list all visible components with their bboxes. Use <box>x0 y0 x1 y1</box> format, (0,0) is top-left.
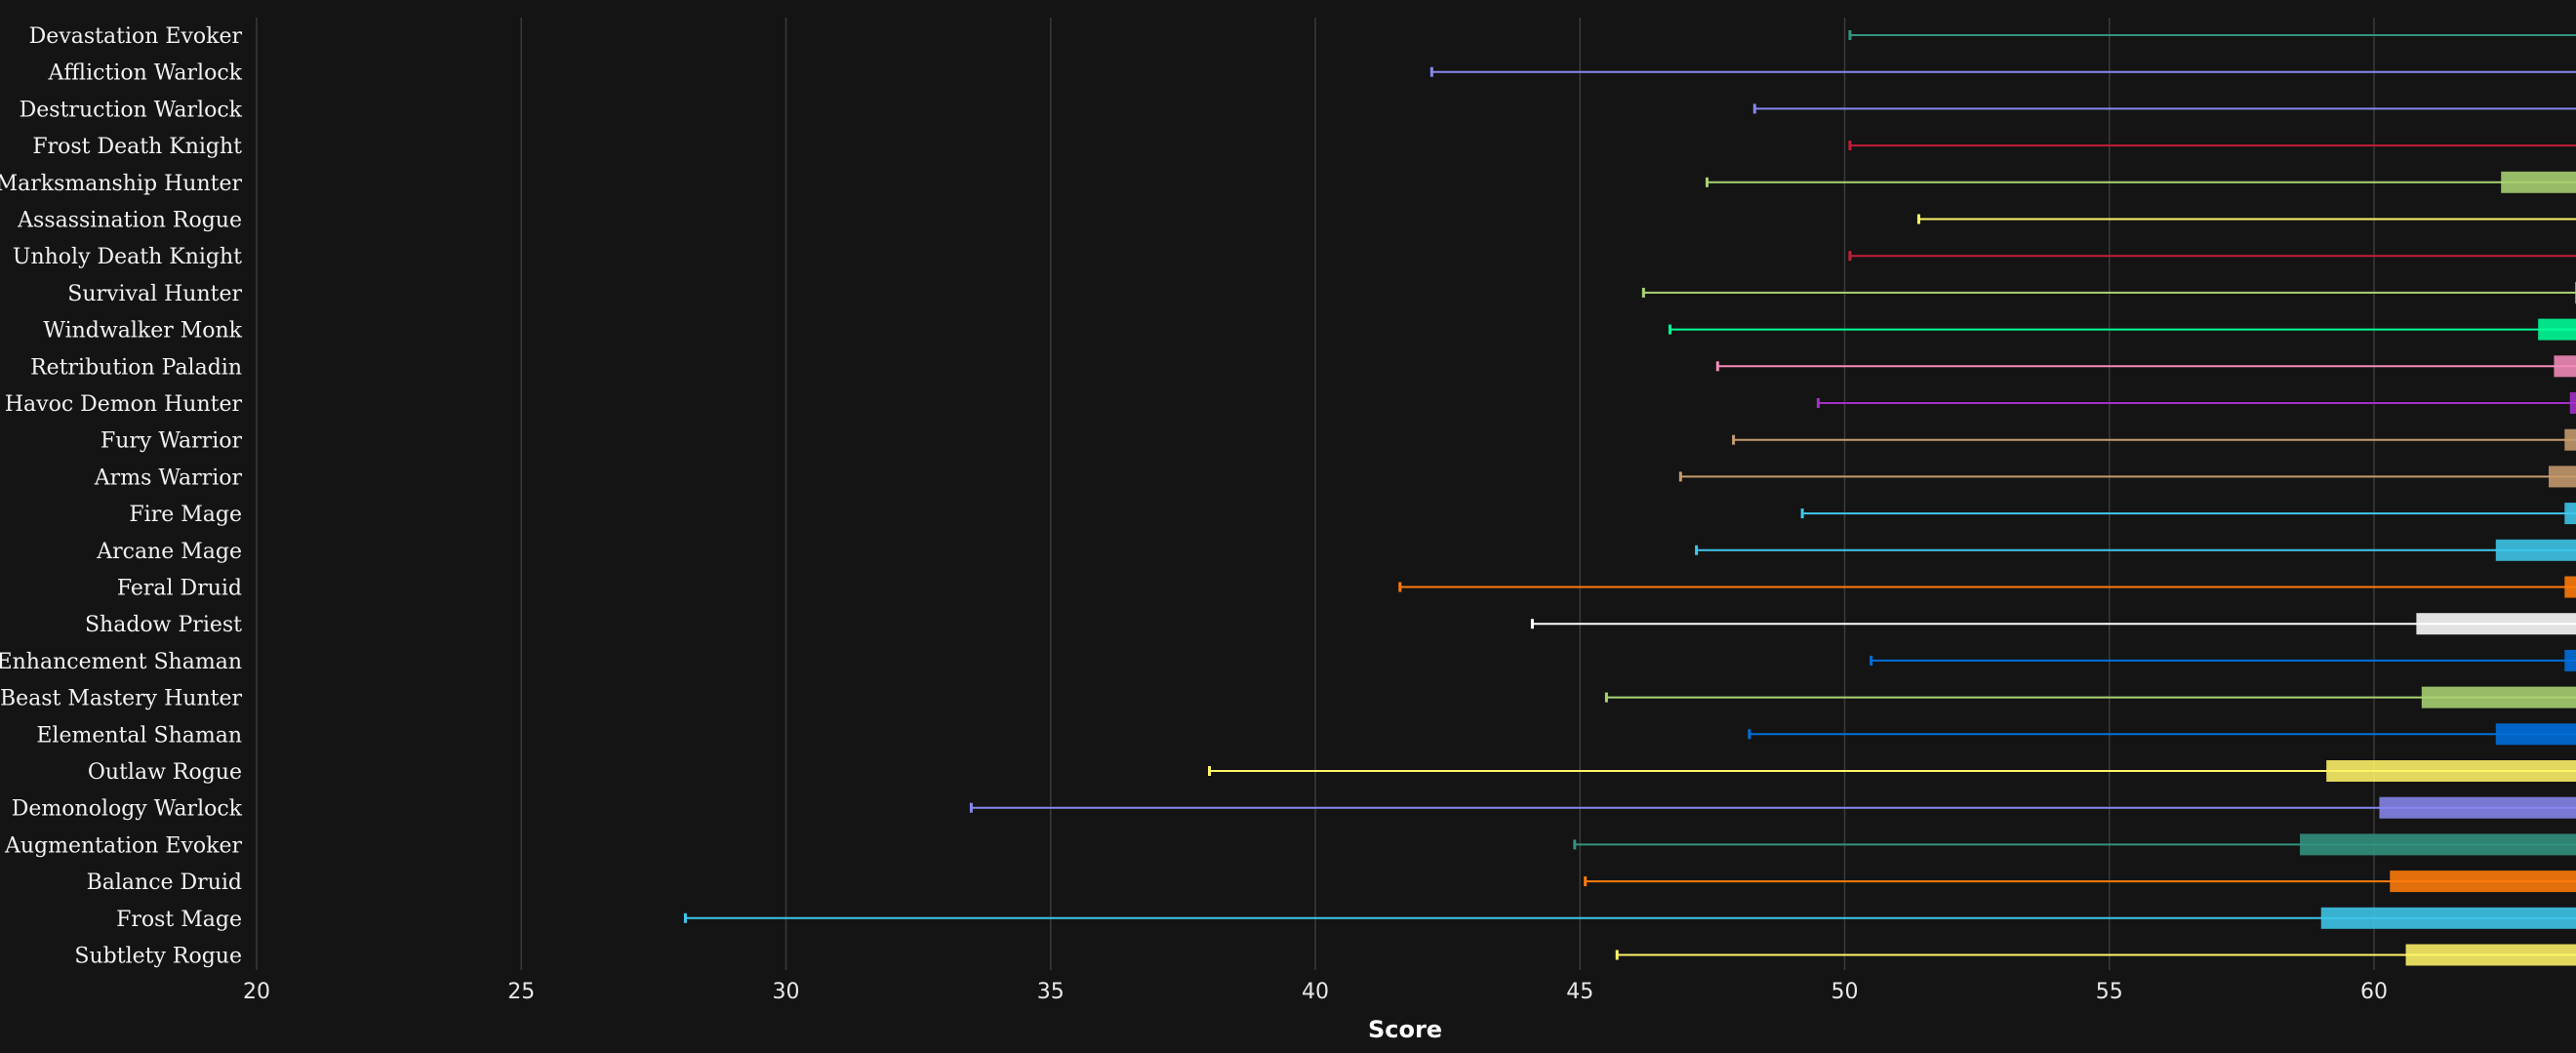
iqr-box <box>2564 428 2576 451</box>
category-label: Beast Mastery Hunter <box>0 687 242 711</box>
iqr-box <box>2564 503 2576 525</box>
box-row <box>1816 392 2576 414</box>
category-label: Balance Druid <box>87 871 242 895</box>
category-label: Fury Warrior <box>101 429 243 454</box>
category-label: Outlaw Rogue <box>88 760 242 785</box>
x-tick-label: 25 <box>507 980 535 1004</box>
category-label: Enhancement Shaman <box>0 650 242 674</box>
category-label: Frost Mage <box>116 908 242 932</box>
x-tick-label: 60 <box>2360 980 2388 1004</box>
iqr-box <box>2564 576 2576 598</box>
box-row <box>1530 613 2576 635</box>
x-axis-ticks: 20253035404550556065707580859095100105 <box>243 980 2388 1004</box>
iqr-box <box>2326 760 2576 782</box>
category-label: Retribution Paladin <box>30 355 242 380</box>
category-label: Marksmanship Hunter <box>0 172 242 196</box>
iqr-box <box>2390 871 2576 893</box>
box-row <box>1848 30 2576 40</box>
box-series <box>683 30 2576 966</box>
category-label: Arms Warrior <box>94 466 243 490</box>
box-row <box>683 907 2576 929</box>
box-row <box>1429 66 2576 77</box>
box-row <box>1573 833 2576 856</box>
box-row <box>1748 723 2576 746</box>
category-label: Feral Druid <box>117 577 242 601</box>
iqr-box <box>2564 649 2576 671</box>
box-row <box>1848 251 2576 262</box>
x-tick-label: 30 <box>773 980 800 1004</box>
box-row <box>1752 103 2576 114</box>
x-tick-label: 20 <box>243 980 270 1004</box>
box-row <box>969 796 2576 819</box>
iqr-box <box>2554 355 2576 378</box>
category-label: Unholy Death Knight <box>13 245 242 269</box>
category-label: Devastation Evoker <box>29 24 243 49</box>
x-axis-title: Score <box>1368 1016 1442 1043</box>
category-label: Shadow Priest <box>85 613 242 637</box>
x-tick-label: 55 <box>2096 980 2123 1004</box>
category-label: Arcane Mage <box>96 540 242 564</box>
category-label: Windwalker Monk <box>43 319 242 344</box>
iqr-box <box>2379 796 2576 819</box>
iqr-box <box>2538 318 2576 341</box>
x-tick-label: 50 <box>1831 980 1859 1004</box>
box-row <box>1848 141 2576 151</box>
category-label: Fire Mage <box>129 503 242 527</box>
box-row <box>1715 355 2576 378</box>
iqr-box <box>2300 833 2576 856</box>
x-tick-label: 35 <box>1037 980 1065 1004</box>
iqr-box <box>2569 392 2576 414</box>
box-row <box>1584 871 2576 893</box>
category-label: Assassination Rogue <box>17 209 242 233</box>
category-label: Survival Hunter <box>67 282 242 306</box>
box-row <box>1678 466 2576 488</box>
category-labels: Devastation Evoker Affliction Warlock Dest… <box>0 24 243 969</box>
category-label: Destruction Warlock <box>20 98 243 122</box>
box-row <box>1732 428 2576 451</box>
box-row <box>1208 760 2576 782</box>
x-tick-label: 40 <box>1302 980 1329 1004</box>
iqr-box <box>2495 723 2576 746</box>
grid-lines <box>256 18 2375 970</box>
box-row <box>1668 318 2576 341</box>
category-label: Havoc Demon Hunter <box>5 392 243 417</box>
box-row <box>1705 171 2576 193</box>
box-row <box>1695 539 2576 561</box>
iqr-box <box>2495 539 2576 561</box>
box-row <box>1398 576 2576 598</box>
box-row <box>1604 686 2576 709</box>
iqr-box <box>2416 613 2576 635</box>
iqr-box <box>2549 466 2576 488</box>
iqr-box <box>2501 171 2576 193</box>
category-label: Elemental Shaman <box>36 723 242 748</box>
box-row <box>1916 214 2576 224</box>
category-label: Demonology Warlock <box>12 797 243 822</box>
box-row <box>1615 944 2576 966</box>
x-tick-label: 45 <box>1566 980 1593 1004</box>
iqr-box <box>2320 907 2576 929</box>
category-label: Frost Death Knight <box>32 135 242 159</box>
category-label: Subtlety Rogue <box>74 945 242 969</box>
iqr-box <box>2405 944 2576 966</box>
iqr-box <box>2421 686 2576 709</box>
category-label: Augmentation Evoker <box>4 833 243 858</box>
box-row <box>1870 649 2576 671</box>
category-label: Affliction Warlock <box>48 61 243 86</box>
box-row <box>1800 503 2576 525</box>
